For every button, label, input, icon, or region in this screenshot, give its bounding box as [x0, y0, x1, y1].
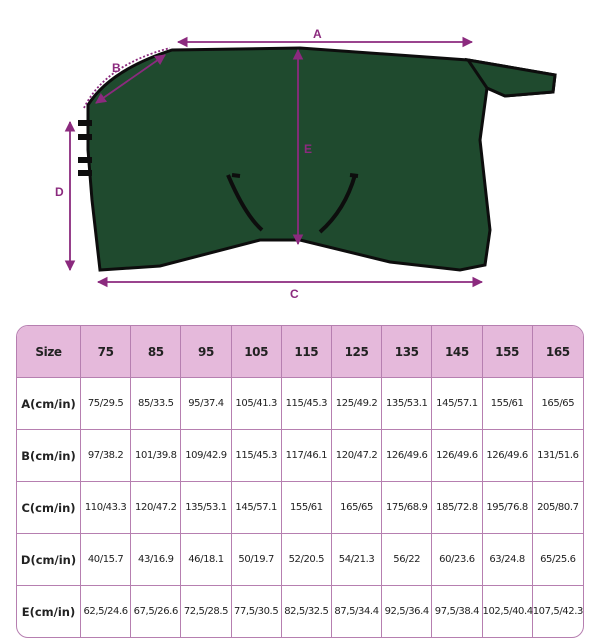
table-cell: 120/47.2 — [131, 482, 182, 534]
table-cell: 56/22 — [382, 534, 433, 586]
table-cell: 165/65 — [532, 378, 583, 430]
label-a: A — [313, 27, 322, 41]
size-column-header: 75 — [81, 326, 132, 378]
table-cell: 97,5/38.4 — [432, 586, 483, 637]
header-row: Size 75 85 95 105 115 125 135 145 155 165 — [17, 326, 583, 378]
size-column-header: 155 — [482, 326, 533, 378]
size-column-header: 115 — [281, 326, 332, 378]
table-row: A(cm/in) 75/29.5 85/33.5 95/37.4 105/41.3 115… — [17, 378, 583, 430]
table-cell: 60/23.6 — [432, 534, 483, 586]
table-cell: 145/57.1 — [432, 378, 483, 430]
table-cell: 62,5/24.6 — [81, 586, 132, 637]
table-cell: 107,5/42.3 — [532, 606, 583, 617]
table-cell: 50/19.7 — [231, 534, 282, 586]
table-cell: 109/42.9 — [181, 430, 232, 482]
size-column-header: 135 — [382, 326, 433, 378]
table-cell: 115/45.3 — [231, 430, 282, 482]
table-cell: 195/76.8 — [482, 482, 533, 534]
table-cell: 95/37.4 — [181, 378, 232, 430]
table-cell: 54/21.3 — [331, 534, 383, 586]
table-cell: 63/24.8 — [482, 534, 533, 586]
table-cell: 77,5/30.5 — [232, 586, 282, 637]
table-cell: 97/38.2 — [81, 430, 132, 482]
table-row: D(cm/in) 40/15.7 43/16.9 46/18.1 50/19.7 52/2… — [17, 534, 583, 586]
table-cell: 72,5/28.5 — [181, 586, 232, 637]
table-cell: 82,5/32.5 — [282, 586, 332, 637]
table-cell: 117/46.1 — [281, 430, 332, 482]
size-column-header: 165 — [532, 326, 583, 378]
table-cell: 126/49.6 — [482, 430, 533, 482]
table-cell: 135/53.1 — [382, 378, 433, 430]
size-column-header: 105 — [231, 326, 282, 378]
table-row: E(cm/in) 62,5/24.6 67,5/26.6 72,5/28.5 77,5/… — [17, 586, 583, 637]
table-cell: 87,5/34.4 — [332, 586, 383, 637]
table-row: B(cm/in) 97/38.2 101/39.8 109/42.9 115/45.3 1… — [17, 430, 583, 482]
size-column-header: 85 — [131, 326, 182, 378]
label-d: D — [55, 185, 64, 199]
row-label: E(cm/in) — [17, 586, 81, 637]
row-label: A(cm/in) — [17, 378, 81, 430]
table-cell: 43/16.9 — [131, 534, 182, 586]
table-cell: 120/47.2 — [331, 430, 383, 482]
table-cell: 205/80.7 — [532, 482, 583, 534]
label-c: C — [290, 287, 299, 301]
label-e: E — [304, 142, 312, 156]
table-cell: 110/43.3 — [81, 482, 132, 534]
table-cell: 145/57.1 — [231, 482, 282, 534]
table-cell: 175/68.9 — [382, 482, 433, 534]
table-cell: 65/25.6 — [532, 534, 583, 586]
label-b: B — [112, 61, 121, 75]
row-label: C(cm/in) — [17, 482, 81, 534]
table-cell: 105/41.3 — [231, 378, 282, 430]
table-cell: 46/18.1 — [181, 534, 232, 586]
table-cell: 92,5/36.4 — [382, 586, 433, 637]
size-column-header: 125 — [331, 326, 383, 378]
table-cell: 131/51.6 — [532, 430, 583, 482]
row-label: B(cm/in) — [17, 430, 81, 482]
table-cell: 75/29.5 — [81, 378, 132, 430]
table-cell: 155/61 — [281, 482, 332, 534]
measurement-lines — [64, 36, 484, 288]
table-cell: 102,5/40.4 — [483, 586, 533, 637]
size-column-header: 145 — [432, 326, 483, 378]
table-cell: 135/53.1 — [181, 482, 232, 534]
table-cell: 67,5/26.6 — [131, 586, 182, 637]
table-cell: 85/33.5 — [131, 378, 182, 430]
table-cell: 126/49.6 — [432, 430, 483, 482]
size-header: Size — [17, 326, 81, 378]
row-label: D(cm/in) — [17, 534, 81, 586]
table-cell: 115/45.3 — [281, 378, 332, 430]
table-cell: 52/20.5 — [281, 534, 332, 586]
table-cell: 165/65 — [331, 482, 383, 534]
table-row: C(cm/in) 110/43.3 120/47.2 135/53.1 145/57.1… — [17, 482, 583, 534]
table-cell: 155/61 — [482, 378, 533, 430]
table-cell: 185/72.8 — [432, 482, 483, 534]
blanket-illustration — [78, 46, 557, 272]
size-chart-table: Size 75 85 95 105 115 125 135 145 155 165 A(cm/in)… — [16, 325, 584, 638]
table-cell: 125/49.2 — [331, 378, 383, 430]
table-cell: 40/15.7 — [81, 534, 132, 586]
size-column-header: 95 — [181, 326, 232, 378]
table-cell: 101/39.8 — [131, 430, 182, 482]
table-cell: 126/49.6 — [382, 430, 433, 482]
blanket-diagram: A B C D E — [55, 27, 557, 301]
